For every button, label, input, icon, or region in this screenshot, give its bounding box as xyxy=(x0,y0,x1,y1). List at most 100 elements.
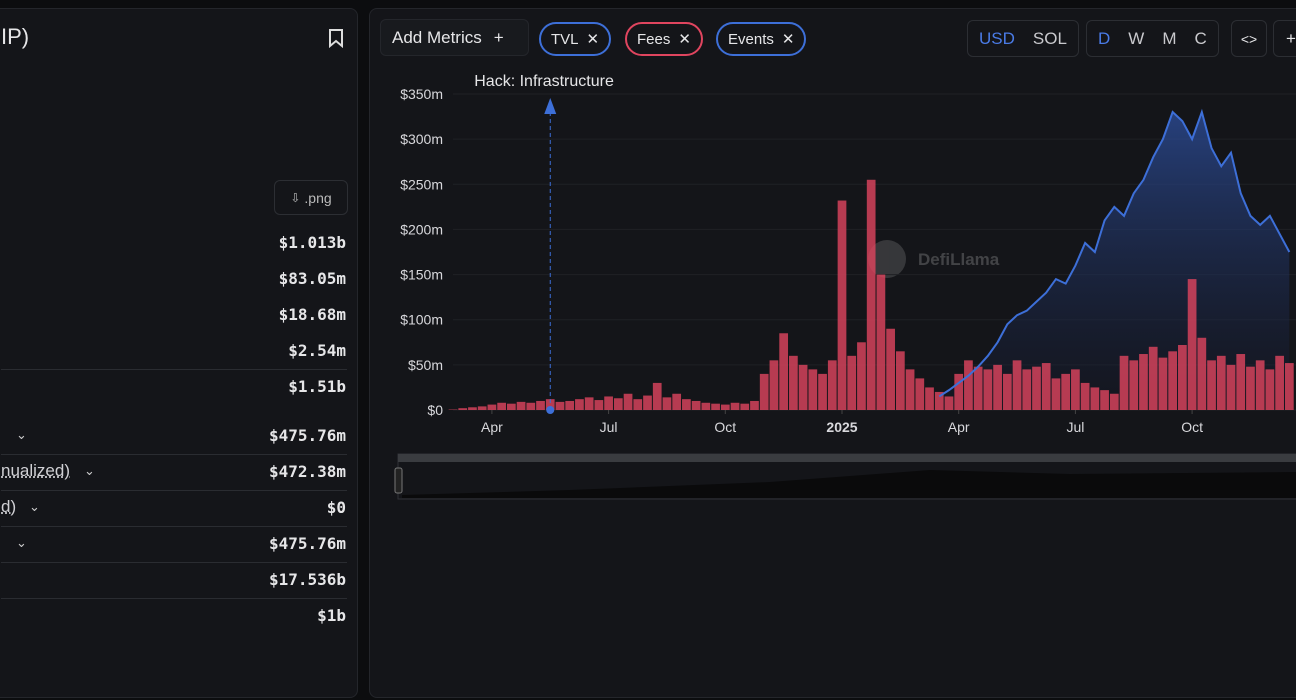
fees-bar xyxy=(1109,393,1119,410)
fees-bar xyxy=(964,360,973,410)
granularity-option[interactable]: M xyxy=(1162,28,1177,48)
fees-bar xyxy=(536,400,545,410)
tvl-line xyxy=(938,108,1291,398)
event-dot xyxy=(546,406,555,414)
expand-chevron[interactable]: ⌄ xyxy=(16,427,27,442)
fees-bar xyxy=(506,403,516,410)
y-tick-label: $200m xyxy=(400,221,443,237)
fees-bar xyxy=(769,360,779,410)
fees-bar xyxy=(613,398,623,410)
fees-bar xyxy=(1071,369,1080,410)
expand-chevron[interactable]: ⌄ xyxy=(16,535,27,550)
fees-bar xyxy=(934,391,944,410)
row-separator xyxy=(1,369,347,370)
fees-bar xyxy=(1032,366,1041,410)
fees-bar xyxy=(691,400,701,410)
add-icon: + xyxy=(493,27,504,47)
metric-value: $0 xyxy=(326,498,346,517)
fees-bar xyxy=(468,407,477,410)
y-tick-label: $250m xyxy=(400,176,443,192)
fees-bar xyxy=(477,406,487,410)
row-separator xyxy=(1,562,347,563)
x-tick-label: Apr xyxy=(481,419,503,435)
fees-bar xyxy=(594,400,604,410)
protocol-title: IP) xyxy=(1,24,30,49)
fees-bar xyxy=(1119,355,1129,410)
fees-bar xyxy=(1265,369,1275,410)
x-tick-label: Jul xyxy=(1066,419,1084,435)
metric-value: $475.76m xyxy=(268,426,346,445)
row-separator xyxy=(1,526,347,527)
fees-bar xyxy=(837,200,847,410)
events-token-label: Events xyxy=(728,30,774,48)
fees-bar xyxy=(643,395,652,410)
download-icon: ⇩ xyxy=(290,190,301,205)
remove-icon[interactable]: ✕ xyxy=(586,31,600,48)
fees-bar xyxy=(584,397,594,410)
row-separator xyxy=(1,454,347,455)
currencies-option[interactable]: USD xyxy=(979,28,1015,48)
remove-icon[interactable]: ✕ xyxy=(781,31,795,48)
bookmark-icon[interactable] xyxy=(327,28,345,48)
fees-bar xyxy=(789,355,798,410)
metric-value: $1.013b xyxy=(278,233,346,252)
fees-token[interactable]: Fees ✕ xyxy=(625,22,703,56)
fees-bar xyxy=(857,342,866,410)
fees-bar xyxy=(1158,357,1168,410)
remove-icon[interactable]: ✕ xyxy=(678,31,691,48)
x-tick-label: Apr xyxy=(948,419,970,435)
fees-bar xyxy=(925,387,934,410)
add-metrics-button[interactable]: Add Metrics + xyxy=(380,19,529,56)
currency-toggle: USD SOL xyxy=(967,20,1079,57)
fees-bar xyxy=(1178,344,1187,410)
fees-bar xyxy=(1255,360,1265,410)
fees-bar xyxy=(866,179,876,410)
x-tick-label: Oct xyxy=(714,419,736,435)
row-separator xyxy=(1,598,347,599)
fees-bar xyxy=(847,355,857,410)
y-tick-label: $100m xyxy=(400,312,443,328)
fees-bar xyxy=(1275,355,1284,410)
more-button[interactable]: + xyxy=(1273,20,1296,57)
metric-value: $1b xyxy=(317,606,346,625)
range-slider-handle[interactable] xyxy=(394,467,403,494)
y-tick-label: $300m xyxy=(400,131,443,147)
fees-bar xyxy=(1100,390,1109,410)
expand-chevron[interactable]: ⌄ xyxy=(84,463,95,478)
fees-bar xyxy=(662,397,672,410)
range-slider-handle-bar[interactable] xyxy=(398,454,1296,462)
embed-button[interactable]: <> xyxy=(1231,20,1267,57)
currencies-option[interactable]: SOL xyxy=(1032,28,1067,48)
fees-bar xyxy=(633,399,643,410)
fees-bar xyxy=(1226,364,1236,410)
fees-bar xyxy=(944,396,954,410)
fees-bar xyxy=(818,373,827,410)
fees-bar xyxy=(1080,382,1090,410)
y-tick-label: $0 xyxy=(427,402,443,418)
fees-bar xyxy=(682,399,691,410)
png-button[interactable]: ⇩ .png xyxy=(274,180,348,215)
fees-bar xyxy=(1236,354,1246,410)
event-arrow xyxy=(544,98,557,114)
fees-bar xyxy=(1129,360,1139,410)
y-tick-label: $350m xyxy=(400,86,443,102)
expand-chevron[interactable]: ⌄ xyxy=(29,499,40,514)
fees-bar xyxy=(604,396,613,410)
fees-bar xyxy=(808,369,818,410)
fees-bar xyxy=(740,403,750,410)
fees-bar xyxy=(1148,346,1158,410)
watermark-text: DefiLlama xyxy=(918,250,1000,269)
fees-bar xyxy=(827,360,837,410)
x-tick-label: 2025 xyxy=(826,419,857,435)
fees-bar xyxy=(1022,369,1032,410)
granularity-option[interactable]: W xyxy=(1128,28,1145,48)
fees-bar xyxy=(895,351,905,410)
granularity-option[interactable]: D xyxy=(1098,28,1111,48)
granularity-option[interactable]: C xyxy=(1194,28,1207,48)
embed-label: <> xyxy=(1240,30,1258,47)
fees-bar xyxy=(565,400,575,410)
tvl-token[interactable]: TVL ✕ xyxy=(539,22,612,56)
metric-value: $18.68m xyxy=(278,305,346,324)
fees-bar xyxy=(876,274,886,410)
events-token[interactable]: Events ✕ xyxy=(716,22,807,56)
